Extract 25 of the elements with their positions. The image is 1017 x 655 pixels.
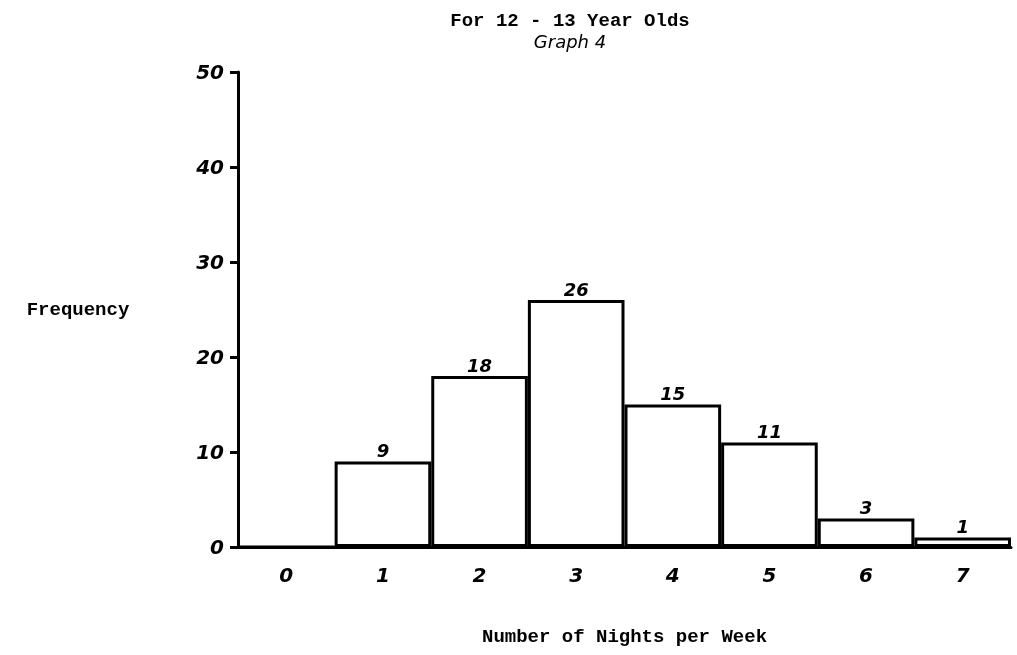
data-label: 3 xyxy=(859,497,873,518)
y-axis-title: Frequency xyxy=(26,298,130,321)
data-label: 18 xyxy=(467,354,493,376)
y-tick-label: 0 xyxy=(210,535,225,559)
x-axis-title: Number of Nights per Week xyxy=(481,625,768,648)
x-tick-label: 7 xyxy=(955,563,970,587)
x-tick-label: 2 xyxy=(472,563,487,587)
x-tick-label: 1 xyxy=(375,563,390,587)
chart-subtitle: Graph 4 xyxy=(533,30,607,52)
y-tick-label: 40 xyxy=(195,155,225,179)
data-label: 11 xyxy=(756,421,782,442)
chart-title: For 12 - 13 Year Olds xyxy=(450,9,690,32)
data-label: 9 xyxy=(376,440,390,461)
y-tick-label: 20 xyxy=(196,345,225,369)
x-tick-label: 0 xyxy=(279,563,294,587)
x-tick-label: 3 xyxy=(569,563,584,587)
y-tick-label: 30 xyxy=(196,250,225,274)
y-tick-label: 50 xyxy=(196,60,225,84)
data-label: 26 xyxy=(563,278,589,300)
x-tick-label: 4 xyxy=(664,563,680,587)
data-label: 1 xyxy=(956,516,969,537)
x-tick-label: 5 xyxy=(762,563,777,587)
data-label: 15 xyxy=(660,383,686,404)
x-tick-label: 6 xyxy=(859,563,874,587)
y-tick-label: 10 xyxy=(196,440,225,464)
